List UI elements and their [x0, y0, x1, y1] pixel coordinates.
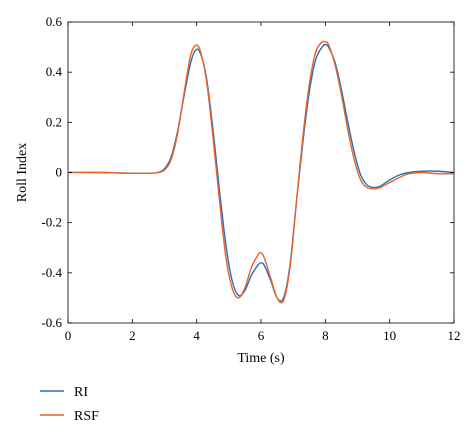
- series-layer: [67, 40, 455, 304]
- x-tick-label: 4: [193, 328, 200, 343]
- legend-label-rsf: RSF: [74, 409, 99, 424]
- series-line-rsf: [67, 40, 455, 304]
- x-tick-label: 2: [129, 328, 136, 343]
- y-tick-label: -0.4: [41, 265, 62, 280]
- legend-label-ri: RI: [74, 385, 88, 400]
- y-tick-label: 0.4: [46, 64, 63, 79]
- x-tick-label: 12: [448, 328, 461, 343]
- y-tick-label: 0.6: [46, 14, 63, 29]
- x-tick-label: 8: [322, 328, 329, 343]
- x-tick-label: 10: [383, 328, 396, 343]
- y-tick-label: 0.2: [46, 114, 62, 129]
- legend: RI RSF: [40, 385, 99, 424]
- y-tick-label: -0.2: [41, 215, 62, 230]
- x-tick-label: 6: [258, 328, 265, 343]
- ticks-layer: 0 2 4 6 8 10 12 -0.6 -0.4 -0.2 0 0.2 0.4 0.6: [41, 14, 460, 343]
- x-axis-label: Time (s): [237, 351, 285, 366]
- y-tick-label: -0.6: [41, 315, 62, 330]
- x-tick-label: 0: [65, 328, 72, 343]
- y-axis-label: Roll Index: [15, 143, 30, 203]
- y-tick-label: 0: [56, 165, 63, 180]
